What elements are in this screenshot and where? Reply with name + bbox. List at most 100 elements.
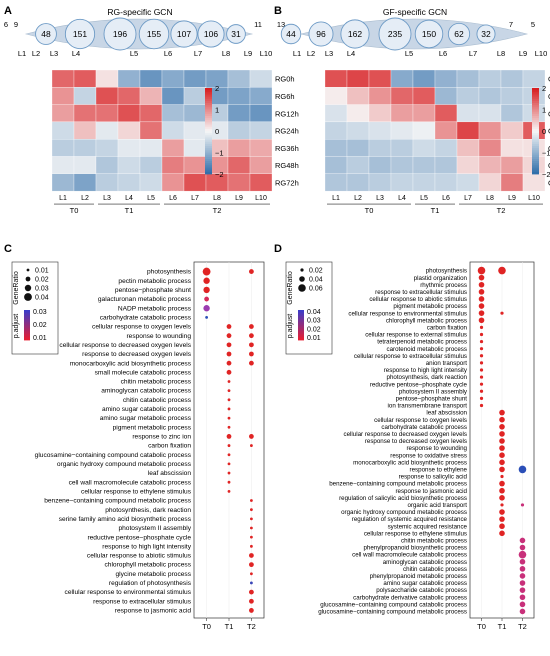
dot (226, 351, 232, 357)
colorbar-step (532, 139, 539, 143)
heatmap-cell (227, 156, 251, 174)
colorbar-tick-label: 0 (542, 127, 546, 136)
legend-color-step (298, 338, 304, 341)
module-bubble (226, 24, 246, 44)
heatmap-cell (117, 139, 141, 157)
module-label: L2 (307, 49, 315, 58)
heatmap-cell (390, 139, 414, 157)
dot (519, 544, 526, 551)
colorbar-step (205, 158, 212, 162)
module-label: L9 (244, 49, 252, 58)
heatmap-cell (346, 156, 370, 174)
heatmap-cell (51, 121, 75, 140)
colorbar-tick-label: −2 (542, 170, 550, 179)
go-term-label: organic hydroxy compound metabolic proce… (57, 461, 192, 468)
module-label: L8 (222, 49, 230, 58)
heatmap-col-label: L1 (332, 195, 340, 202)
heatmap-col-label: L5 (147, 195, 155, 202)
go-term-label: pentose−phosphate shunt (396, 395, 468, 402)
dot (500, 311, 504, 315)
heatmap-cell (412, 121, 436, 140)
go-term-label: cellular response to abiotic stimulus (87, 553, 192, 560)
module-count: 235 (388, 29, 402, 39)
go-term-label: benzene−containing compound metabolic pr… (329, 481, 467, 488)
heatmap-cell (368, 139, 392, 157)
module-count: 151 (73, 29, 87, 39)
heatmap-cell (412, 104, 436, 123)
legend-size-dot (298, 284, 306, 292)
colorbar-step (205, 107, 212, 110)
go-term-label: chlorophyll metabolic process (386, 317, 467, 324)
heatmap-cell (249, 69, 273, 88)
heatmap-cell (249, 156, 273, 174)
module-bubble (476, 24, 496, 44)
dot (519, 587, 526, 593)
colorbar-step (532, 105, 539, 108)
dot (226, 434, 232, 439)
legend-size-dot (24, 293, 32, 301)
colorbar-step (532, 154, 539, 158)
heatmap-cell (139, 69, 163, 88)
heatmap-col-label: L3 (376, 195, 384, 202)
heatmap-cell (346, 104, 370, 123)
heatmap-col-label: L6 (169, 195, 177, 202)
go-term-label: regulation of photosynthesis (109, 580, 192, 587)
legend-color-label: 0.01 (33, 335, 47, 342)
dot (519, 537, 526, 544)
legend-size-label: 0.02 (309, 268, 323, 275)
go-term-label: reductive pentose−phosphate cycle (370, 381, 468, 388)
go-term-label: small molecule catabolic process (95, 369, 192, 376)
dot (249, 360, 254, 366)
heatmap-col-label: L2 (354, 195, 362, 202)
colorbar-step (532, 135, 539, 138)
heatmap-cell (456, 173, 480, 192)
heatmap-col-label: L9 (235, 195, 243, 202)
heatmap-cell (73, 104, 97, 123)
dot (499, 431, 505, 437)
dot (479, 347, 484, 351)
go-term-label: cellular response to external stimulus (365, 332, 467, 339)
legend-color-step (24, 326, 30, 329)
heatmap-col-label: L10 (528, 195, 540, 202)
dot (250, 535, 253, 539)
dot (519, 558, 526, 565)
colorbar-step (205, 167, 212, 171)
heatmap-cell (368, 121, 392, 140)
heatmap-cell (95, 87, 119, 105)
legend-color-step (298, 323, 304, 326)
dot (499, 416, 505, 423)
heatmap-cell (161, 156, 185, 174)
panel-letter-a: A (4, 5, 12, 17)
go-term-label: cellular response to oxygen levels (92, 324, 192, 331)
go-term-label: pectin metabolic process (118, 278, 191, 285)
colorbar-step (532, 100, 539, 104)
go-term-label: chitin catabolic process (403, 566, 467, 573)
dot (204, 296, 210, 302)
colorbar-tick-label: −1 (542, 149, 550, 158)
module-bubble (103, 17, 137, 51)
dot (519, 566, 526, 572)
go-term-label: response to jasmonic acid (115, 608, 192, 615)
go-term-label: anion transport (426, 360, 468, 367)
dot (479, 403, 484, 408)
dot (479, 396, 484, 400)
heatmap-cell (368, 173, 392, 192)
legend-color-step (298, 337, 304, 339)
go-term-label: response to extracellular stimulus (93, 598, 192, 605)
dot (499, 523, 505, 530)
dot (520, 503, 525, 507)
colorbar-step (205, 146, 212, 149)
heatmap-row-label: RG48h (275, 161, 299, 170)
colorbar-step (205, 154, 212, 158)
heatmap-cell (456, 121, 480, 140)
heatmap-cell (478, 104, 502, 123)
legend-color-label: 0.03 (307, 318, 321, 325)
dot (498, 266, 506, 275)
heatmap-cell (117, 104, 141, 123)
module-label: L3 (50, 49, 58, 58)
module-label: L10 (260, 49, 273, 58)
go-term-label: response to decreased oxygen levels (82, 351, 192, 358)
module-count: 107 (177, 29, 191, 39)
go-term-label: response to salicylic acid (399, 474, 468, 481)
